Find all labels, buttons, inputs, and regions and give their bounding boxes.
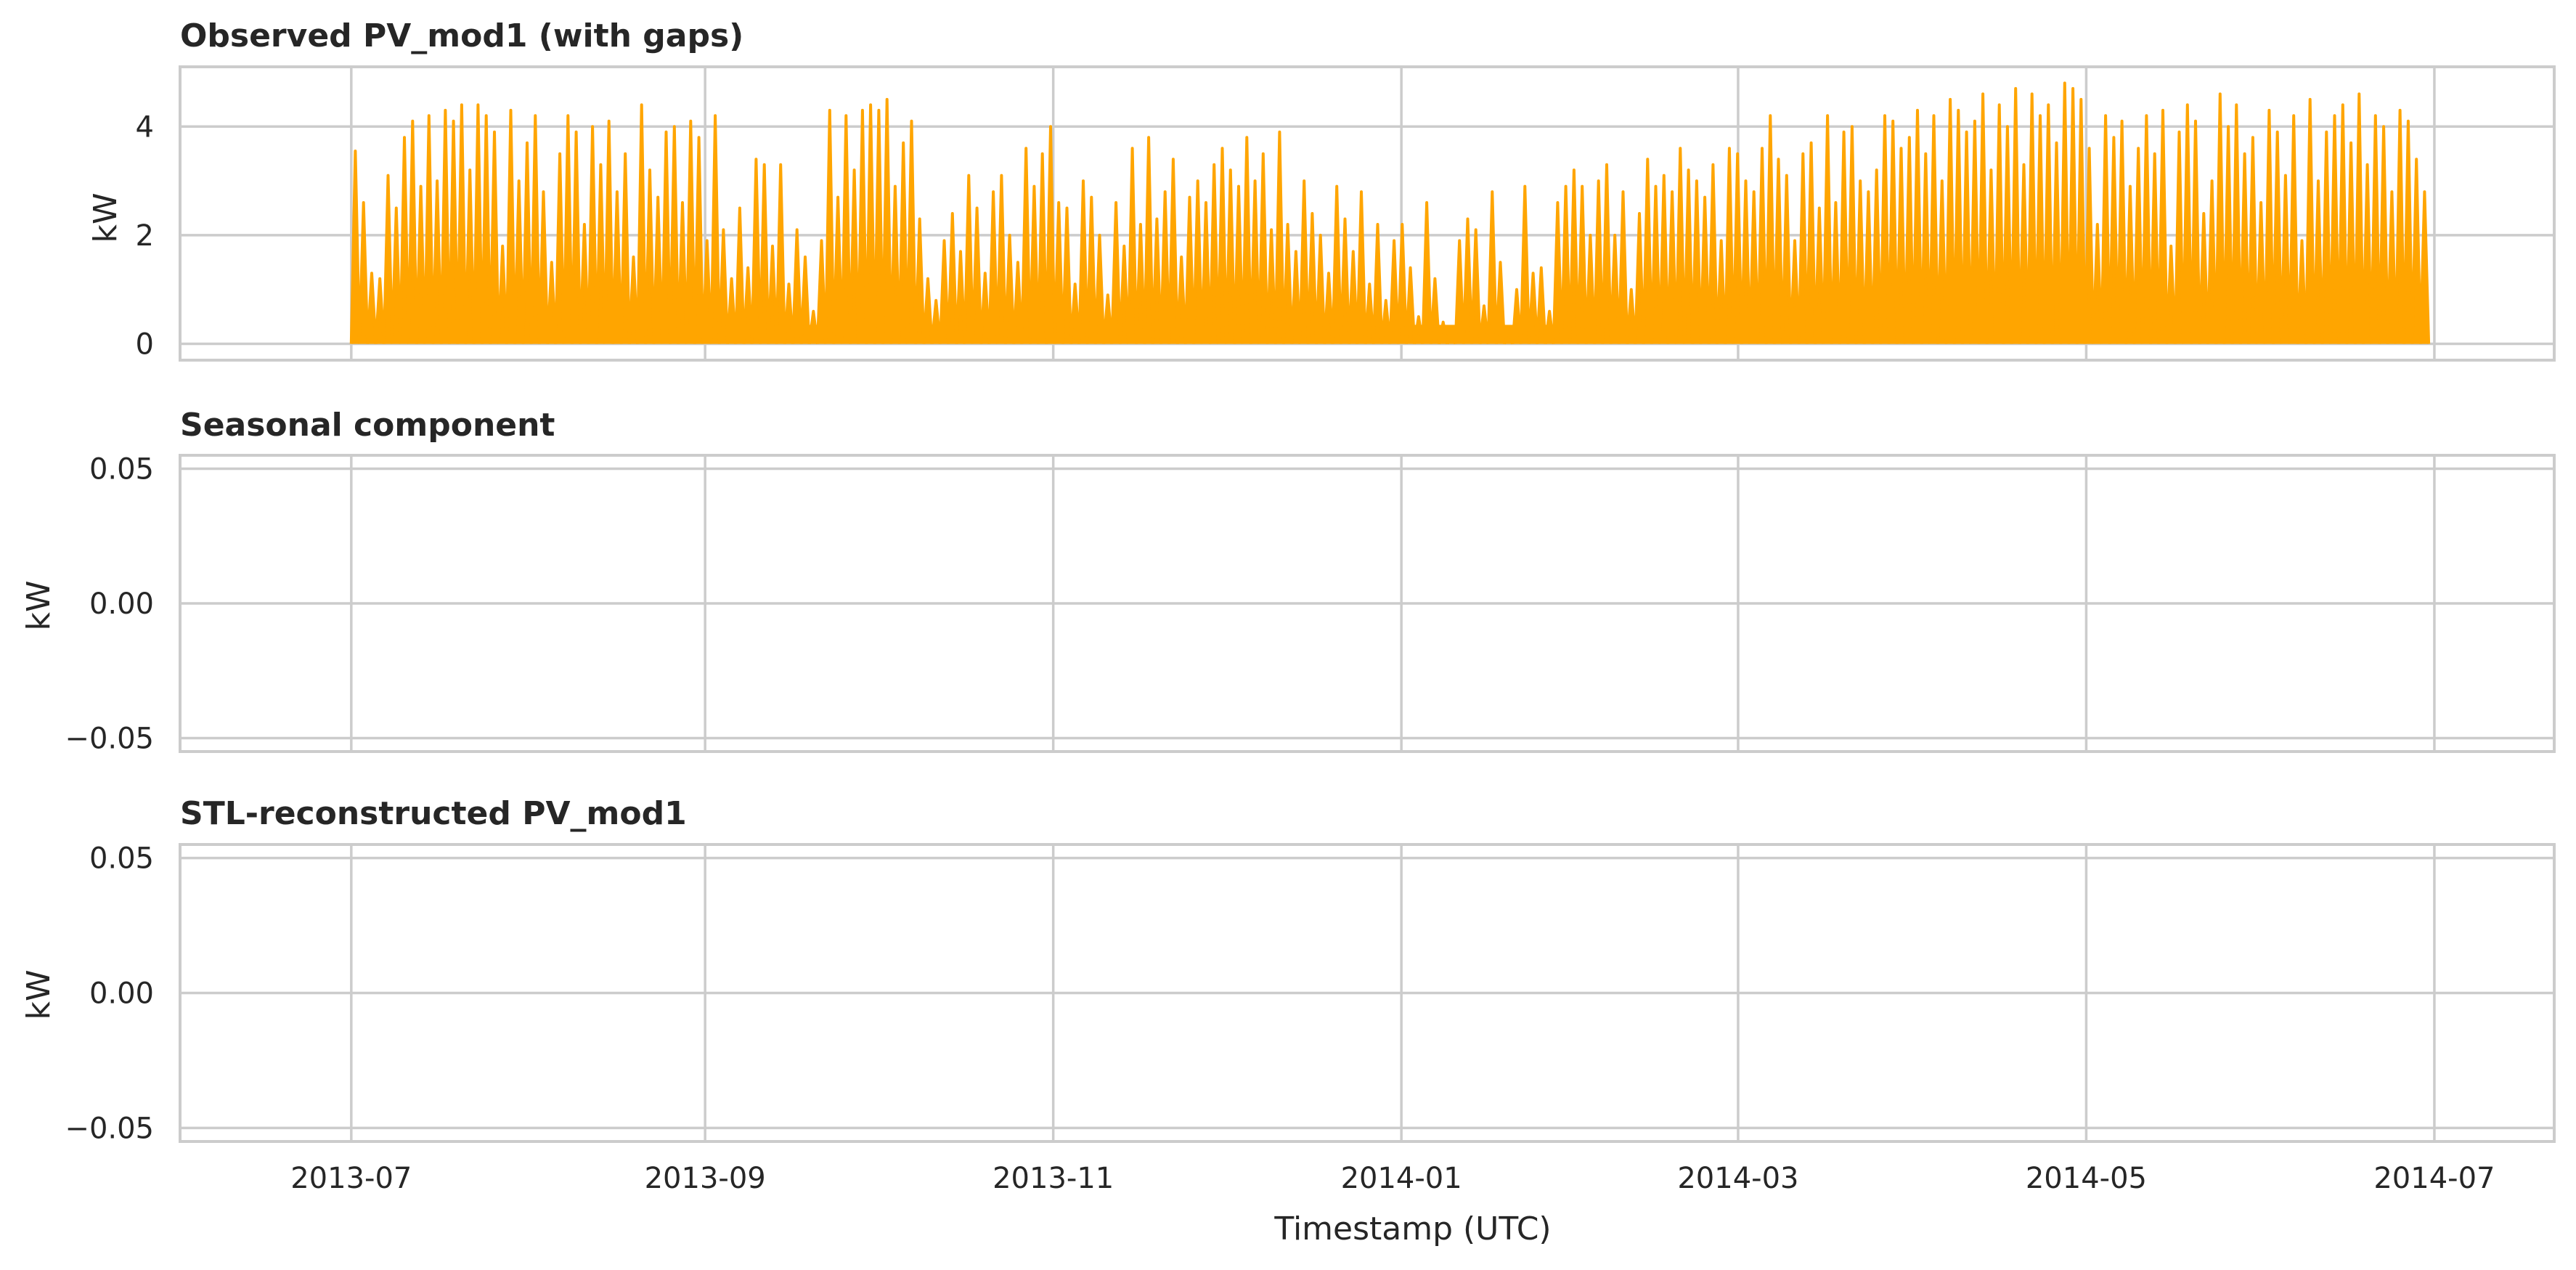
seasonal-panel: Seasonal component 0.05 0.00 −0.05 kW <box>20 407 2556 756</box>
reconstructed-panel: STL-reconstructed PV_mod1 0.050.00−0.05 … <box>20 795 2556 1146</box>
observed-y-tick-label: 2 <box>136 219 154 253</box>
reconstructed-y-tick-label: 0.00 <box>89 977 154 1011</box>
x-tick-label: 2013-11 <box>993 1162 1114 1195</box>
observed-y-tick-label: 0 <box>136 328 154 362</box>
x-tick-label: 2014-05 <box>2026 1162 2147 1195</box>
x-tick-label: 2014-03 <box>1677 1162 1798 1195</box>
x-tick-label: 2013-09 <box>645 1162 766 1195</box>
seasonal-gridlines <box>180 455 2554 752</box>
reconstructed-y-ticks: 0.05 0.00 −0.05 <box>65 842 154 1146</box>
seasonal-y-ticks: 0.05 0.00 −0.05 <box>65 453 154 756</box>
x-tick-label: 2014-01 <box>1341 1162 1462 1195</box>
observed-panel-title: Observed PV_mod1 (with gaps) <box>180 17 743 54</box>
seasonal-y-axis-label: kW <box>20 581 57 631</box>
reconstructed-y-axis-label: kW <box>20 970 57 1020</box>
observed-panel: Observed PV_mod1 (with gaps) 0 2 4 kW <box>87 17 2556 362</box>
seasonal-plot-frame <box>179 454 2556 753</box>
seasonal-panel-title: Seasonal component <box>180 407 555 444</box>
x-tick-label: 2014-07 <box>2373 1162 2495 1195</box>
reconstructed-y-tick-label: 0.05 <box>89 842 154 876</box>
observed-y-tick-label: 4 <box>136 110 154 144</box>
x-tick-labels: 2013-07 2013-09 2013-11 2014-01 2014-03 2014-… <box>290 1162 2495 1195</box>
observed-plot-frame <box>179 65 2556 362</box>
x-axis-label: Timestamp (UTC) <box>1273 1210 1551 1247</box>
observed-y-ticks: 0 2 4 <box>136 110 154 361</box>
observed-y-axis-label: kW <box>87 193 124 243</box>
reconstructed-gridlines <box>180 844 2554 1141</box>
observed-series-line-0 <box>349 81 2431 345</box>
observed-series-layer <box>349 81 2431 345</box>
reconstructed-plot-frame <box>179 843 2556 1143</box>
seasonal-y-tick-label: 0.00 <box>89 587 154 621</box>
reconstructed-panel-title: STL-reconstructed PV_mod1 <box>180 795 687 832</box>
x-tick-label: 2013-07 <box>290 1162 412 1195</box>
seasonal-y-tick-label: −0.05 <box>65 722 154 755</box>
seasonal-y-tick-label: 0.05 <box>89 453 154 487</box>
reconstructed-y-tick-label: −0.05 <box>65 1112 154 1145</box>
